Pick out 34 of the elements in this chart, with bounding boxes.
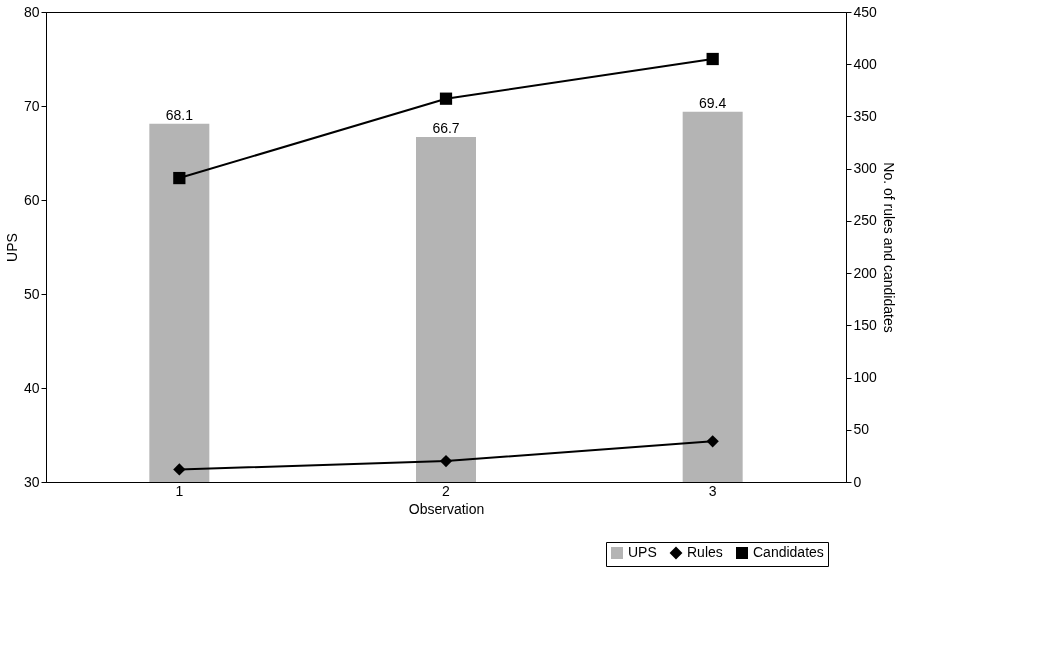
y2-tick-label: 400	[853, 55, 878, 72]
y-tick-label: 70	[23, 97, 40, 114]
y2-tick-label: 450	[853, 3, 878, 20]
x-tick-label: 3	[708, 482, 717, 499]
data-label: 69.4	[699, 94, 727, 111]
point	[706, 435, 719, 448]
y-tick-label: 60	[23, 191, 40, 208]
y2-tick-label: 0	[853, 473, 862, 490]
data-label: 68.1	[165, 106, 194, 123]
y2-tick-label: 50	[853, 421, 870, 438]
y2-axis-title: No. of rules and candidates	[880, 162, 897, 333]
point	[439, 454, 453, 468]
y-tick-label: 50	[23, 285, 40, 302]
x-tick-label: 1	[175, 482, 184, 499]
data-label: 66.7	[432, 120, 460, 137]
y2-tick-label: 150	[853, 316, 878, 333]
legend-label: Candidates	[753, 544, 824, 560]
y-axis-title: UPS	[3, 233, 20, 262]
point	[173, 463, 186, 476]
y-tick-label: 80	[23, 3, 40, 20]
y2-tick-label: 250	[853, 212, 878, 229]
y2-tick-label: 200	[853, 264, 878, 281]
x-axis-title: Observation	[408, 500, 485, 517]
y2-tick-label: 350	[853, 107, 878, 124]
legend-label: Rules	[687, 544, 723, 560]
point	[439, 92, 453, 105]
point	[706, 52, 719, 66]
legend-label: UPS	[628, 544, 657, 560]
y2-tick-label: 100	[853, 369, 878, 386]
x-tick-label: 2	[442, 482, 451, 499]
y-tick-label: 30	[23, 473, 40, 490]
y2-tick-label: 300	[853, 160, 878, 177]
point	[173, 171, 186, 185]
y-tick-label: 40	[23, 379, 40, 396]
